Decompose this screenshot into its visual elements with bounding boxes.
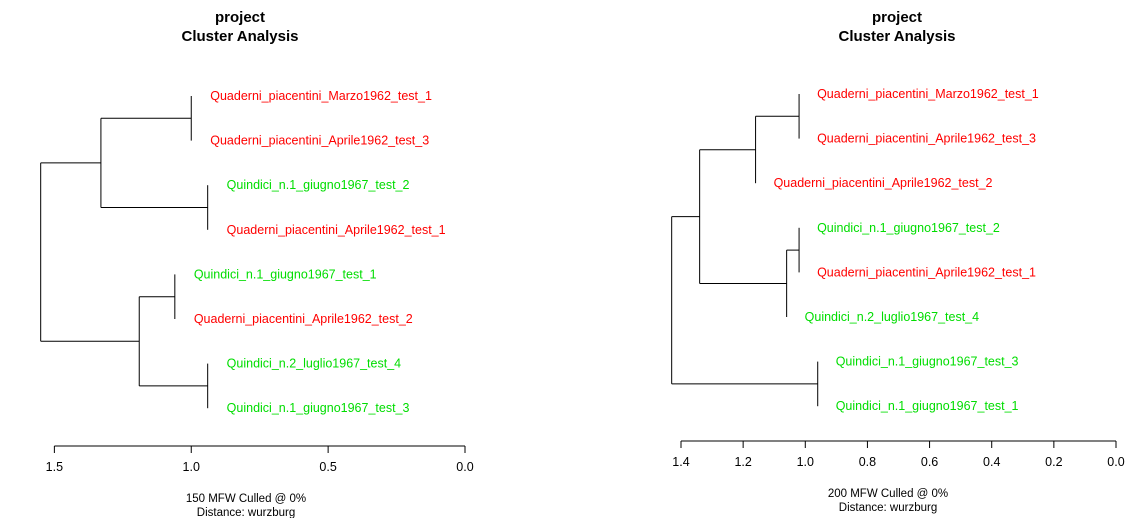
left-chart-subtitle: Cluster Analysis (182, 28, 299, 45)
dendrogram-leaf-label: Quindici_n.1_giugno1967_test_1 (836, 399, 1019, 413)
dendrogram-leaf-label: Quindici_n.2_luglio1967_test_4 (805, 310, 979, 324)
dendrogram-leaf-label: Quaderni_piacentini_Marzo1962_test_1 (210, 89, 432, 103)
x-tick-label: 1.0 (797, 455, 814, 469)
x-tick-label: 0.0 (1107, 455, 1124, 469)
left-chart-caption-distance: Distance: wurzburg (197, 507, 295, 518)
x-tick-label: 1.2 (734, 455, 751, 469)
x-tick-label: 1.5 (46, 460, 63, 474)
right-chart-title: project (872, 9, 922, 26)
dendrogram-leaf-label: Quindici_n.2_luglio1967_test_4 (227, 357, 401, 371)
dendrogram-leaf-label: Quindici_n.1_giugno1967_test_3 (227, 401, 410, 415)
dendrogram-leaf-label: Quaderni_piacentini_Aprile1962_test_1 (227, 223, 446, 237)
dendrogram-leaf-label: Quaderni_piacentini_Aprile1962_test_2 (194, 312, 413, 326)
x-tick-label: 0.4 (983, 455, 1000, 469)
dendrogram-leaf-label: Quindici_n.1_giugno1967_test_2 (227, 178, 410, 192)
x-tick-label: 0.5 (319, 460, 336, 474)
x-tick-label: 0.8 (859, 455, 876, 469)
dendrogram-leaf-label: Quindici_n.1_giugno1967_test_2 (817, 221, 1000, 235)
right-chart-caption-distance: Distance: wurzburg (839, 502, 937, 514)
dendrogram-leaf-label: Quindici_n.1_giugno1967_test_3 (836, 355, 1019, 369)
right-chart-subtitle: Cluster Analysis (839, 28, 956, 45)
x-tick-label: 1.0 (183, 460, 200, 474)
right-dendrogram-panel: project Cluster Analysis 200 MFW Culled … (671, 9, 1125, 514)
right-chart-caption-mfw: 200 MFW Culled @ 0% (828, 488, 948, 500)
dendrogram-leaf-label: Quaderni_piacentini_Aprile1962_test_2 (774, 176, 993, 190)
left-chart-title: project (215, 9, 265, 26)
x-tick-label: 0.0 (456, 460, 473, 474)
dendrogram-leaf-label: Quaderni_piacentini_Aprile1962_test_3 (210, 134, 429, 148)
dendrogram-leaf-label: Quindici_n.1_giugno1967_test_1 (194, 267, 377, 281)
x-tick-label: 1.4 (672, 455, 689, 469)
dendrogram-leaf-label: Quaderni_piacentini_Aprile1962_test_3 (817, 132, 1036, 146)
dendrogram-leaf-label: Quaderni_piacentini_Marzo1962_test_1 (817, 87, 1039, 101)
left-chart-caption-mfw: 150 MFW Culled @ 0% (186, 493, 306, 505)
x-tick-label: 0.2 (1045, 455, 1062, 469)
left-dendrogram-panel: project Cluster Analysis 150 MFW Culled … (40, 9, 474, 518)
dendrogram-leaf-label: Quaderni_piacentini_Aprile1962_test_1 (817, 265, 1036, 279)
x-tick-label: 0.6 (921, 455, 938, 469)
